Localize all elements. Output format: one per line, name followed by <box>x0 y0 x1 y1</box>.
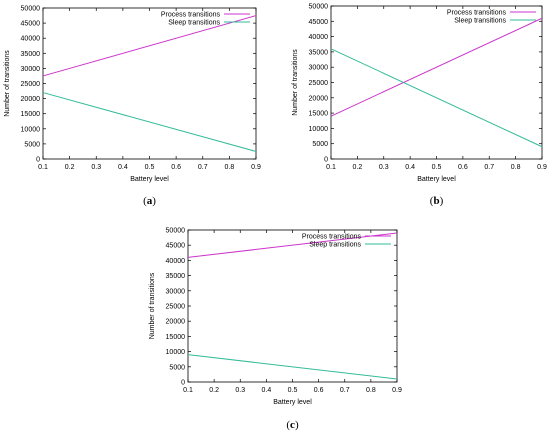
x-axis-label: Battery level <box>417 176 456 183</box>
x-tick-label: 0.4 <box>405 164 415 171</box>
y-tick-label: 20000 <box>309 95 329 102</box>
y-axis-label: Number of transitions <box>4 50 11 117</box>
y-tick-label: 45000 <box>166 243 186 250</box>
x-tick-label: 0.4 <box>262 387 272 394</box>
y-tick-label: 50000 <box>309 4 329 11</box>
panel-caption: (b) <box>430 195 444 207</box>
y-tick-label: 5000 <box>24 141 40 148</box>
y-tick-label: 40000 <box>21 36 41 43</box>
x-tick-label: 0.7 <box>340 387 350 394</box>
y-tick-label: 0 <box>324 157 328 164</box>
y-tick-label: 20000 <box>21 96 41 103</box>
chart-panel-2: 0.1 0.2 0.3 0.4 0.5 0.6 0.7 0.8 0.9 0 5000 10000 150… <box>292 4 547 208</box>
y-tick-label: 50000 <box>21 6 41 13</box>
x-tick-label: 0.5 <box>288 387 298 394</box>
y-tick-label: 35000 <box>21 51 41 58</box>
x-tick-label: 0.9 <box>251 164 261 171</box>
y-tick-label: 30000 <box>166 288 186 295</box>
legend-label: Process transitions <box>161 12 221 19</box>
x-tick-label: 0.4 <box>118 164 128 171</box>
plot-frame <box>42 7 257 160</box>
y-tick-label: 45000 <box>309 19 329 26</box>
series-line-sleep-transitions <box>42 92 257 152</box>
y-tick-label: 25000 <box>21 81 41 88</box>
x-tick-label: 0.9 <box>537 164 547 171</box>
series-line-process-transitions <box>187 232 398 258</box>
x-tick-label: 0.1 <box>38 164 48 171</box>
legend-label: Process transitions <box>447 10 507 17</box>
series-line-sleep-transitions <box>187 354 398 380</box>
y-tick-label: 25000 <box>166 304 186 311</box>
panel-caption: (a) <box>143 195 156 207</box>
x-axis-label: Battery level <box>273 399 312 406</box>
x-tick-label: 0.3 <box>91 164 101 171</box>
y-tick-label: 25000 <box>309 80 329 87</box>
series-line-process-transitions <box>42 15 257 77</box>
x-tick-label: 0.8 <box>225 164 235 171</box>
chart-panel-1: 0.1 0.2 0.3 0.4 0.5 0.6 0.7 0.8 0.9 0 5000 10000 150… <box>4 6 261 208</box>
x-tick-label: 0.1 <box>183 387 193 394</box>
y-tick-label: 20000 <box>166 319 186 326</box>
x-axis-label: Battery level <box>130 176 169 183</box>
y-tick-label: 35000 <box>166 273 186 280</box>
y-tick-label: 35000 <box>309 49 329 56</box>
y-tick-label: 10000 <box>166 349 186 356</box>
y-tick-label: 30000 <box>309 65 329 72</box>
panel-caption: (c) <box>286 419 299 431</box>
legend-label: Sleep transitions <box>168 20 220 27</box>
x-tick-label: 0.5 <box>145 164 155 171</box>
y-tick-label: 30000 <box>21 66 41 73</box>
legend-label: Sleep transitions <box>309 242 361 249</box>
y-tick-label: 40000 <box>309 34 329 41</box>
x-tick-label: 0.6 <box>171 164 181 171</box>
y-tick-label: 45000 <box>21 21 41 28</box>
x-tick-label: 0.2 <box>353 164 363 171</box>
y-tick-label: 15000 <box>166 334 186 341</box>
y-axis-label: Number of transitions <box>149 272 156 339</box>
x-tick-label: 0.3 <box>235 387 245 394</box>
y-tick-label: 5000 <box>312 141 328 148</box>
x-tick-label: 0.6 <box>458 164 468 171</box>
x-tick-label: 0.6 <box>314 387 324 394</box>
y-tick-label: 15000 <box>309 111 329 118</box>
y-tick-label: 0 <box>36 157 40 164</box>
legend-label: Sleep transitions <box>454 18 506 25</box>
plot-frame <box>187 229 398 383</box>
series-line-process-transitions <box>330 17 543 117</box>
y-tick-label: 50000 <box>166 228 186 235</box>
x-tick-label: 0.8 <box>511 164 521 171</box>
y-axis-label: Number of transitions <box>292 49 299 116</box>
legend-label: Process transitions <box>302 234 362 241</box>
x-tick-label: 0.3 <box>379 164 389 171</box>
y-tick-label: 10000 <box>21 126 41 133</box>
y-tick-label: 5000 <box>169 364 185 371</box>
plot-frame <box>330 5 543 160</box>
y-tick-label: 10000 <box>309 126 329 133</box>
y-tick-label: 40000 <box>166 258 186 265</box>
y-tick-label: 15000 <box>21 111 41 118</box>
chart-panel-3: 0.1 0.2 0.3 0.4 0.5 0.6 0.7 0.8 0.9 0 5000 10000 150… <box>149 228 402 432</box>
x-tick-label: 0.5 <box>432 164 442 171</box>
x-tick-label: 0.1 <box>326 164 336 171</box>
x-tick-label: 0.7 <box>198 164 208 171</box>
x-tick-label: 0.8 <box>366 387 376 394</box>
x-tick-label: 0.9 <box>392 387 402 394</box>
y-tick-label: 0 <box>181 380 185 387</box>
x-tick-label: 0.7 <box>484 164 494 171</box>
x-tick-label: 0.2 <box>65 164 75 171</box>
series-line-sleep-transitions <box>330 48 543 148</box>
x-tick-label: 0.2 <box>209 387 219 394</box>
